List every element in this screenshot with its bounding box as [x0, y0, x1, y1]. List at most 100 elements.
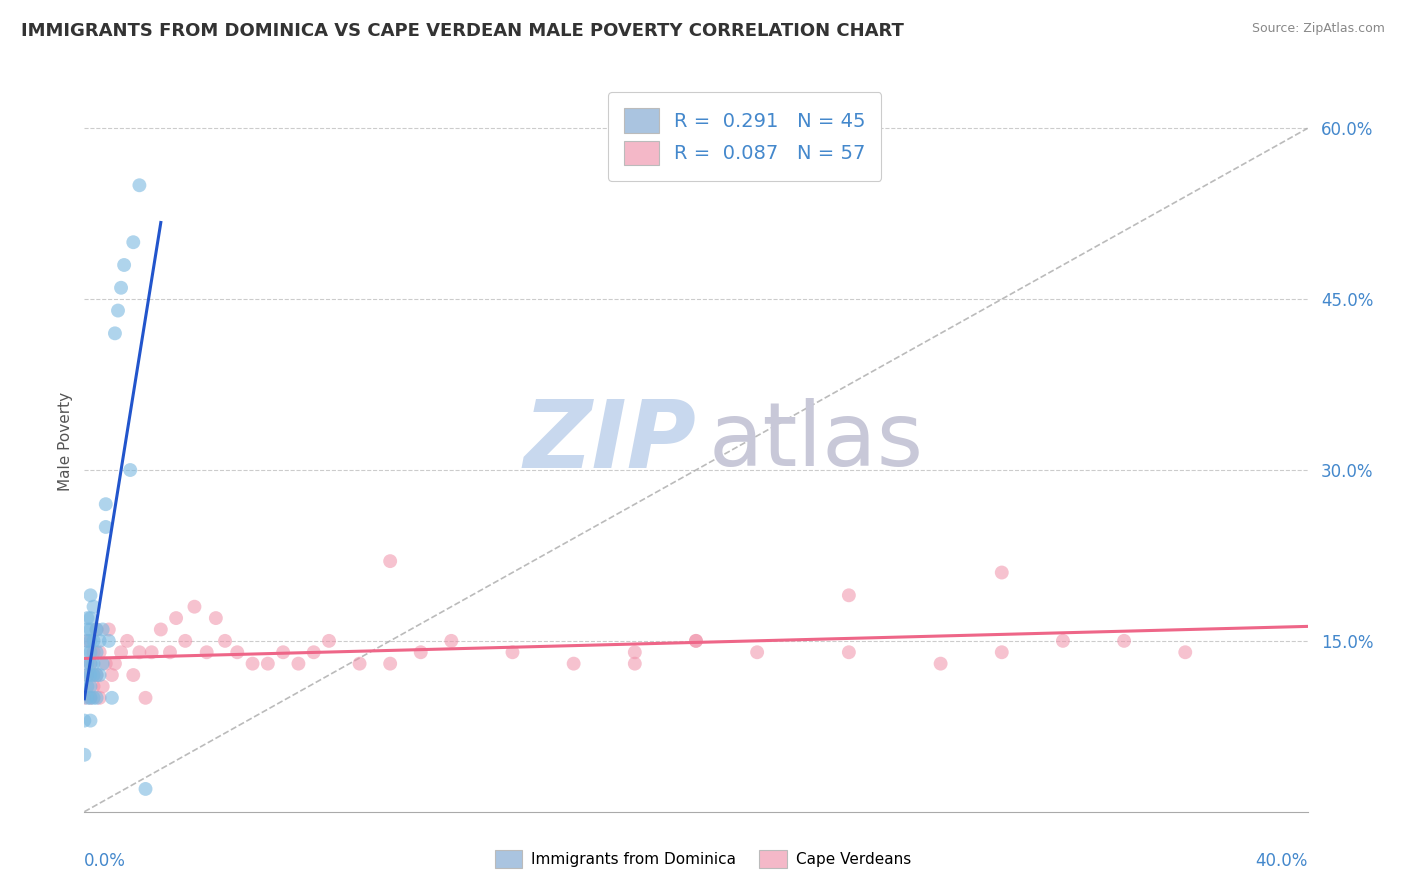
Point [101, 690, 124, 705]
Point [89, 645, 111, 659]
Point [86, 623, 108, 637]
Point [174, 633, 197, 648]
Point [76, 623, 98, 637]
Point [159, 645, 181, 659]
Point [214, 633, 236, 648]
Point [838, 588, 860, 602]
Point [107, 303, 129, 318]
Point [76, 657, 98, 671]
Point [747, 645, 769, 659]
Text: atlas: atlas [709, 398, 924, 485]
Point [122, 668, 145, 682]
Point [94, 520, 117, 534]
Point [91, 657, 114, 671]
Point [86, 690, 108, 705]
Point [76, 680, 98, 694]
Point [128, 178, 150, 193]
Point [79, 657, 101, 671]
Point [86, 623, 108, 637]
Point [89, 633, 111, 648]
Point [165, 611, 187, 625]
Point [79, 714, 101, 728]
Point [104, 657, 127, 671]
Point [409, 645, 432, 659]
Point [86, 668, 108, 682]
Point [991, 645, 1014, 659]
Point [1052, 633, 1074, 648]
Point [122, 235, 145, 250]
Point [562, 657, 585, 671]
Point [89, 668, 111, 682]
Point [440, 633, 463, 648]
Point [101, 668, 124, 682]
Point [135, 781, 157, 796]
Point [929, 657, 952, 671]
Point [76, 611, 98, 625]
Point [991, 566, 1014, 580]
Legend: Immigrants from Dominica, Cape Verdeans: Immigrants from Dominica, Cape Verdeans [489, 844, 917, 873]
Point [110, 281, 132, 295]
Point [79, 668, 101, 682]
Point [380, 554, 402, 568]
Point [86, 645, 108, 659]
Point [287, 657, 309, 671]
Point [83, 599, 105, 614]
Point [183, 599, 205, 614]
Point [97, 623, 120, 637]
Point [110, 645, 132, 659]
Point [624, 657, 647, 671]
Point [91, 680, 114, 694]
Point [226, 645, 249, 659]
Point [83, 668, 105, 682]
Point [135, 690, 157, 705]
Point [380, 657, 402, 671]
Point [79, 633, 101, 648]
Point [94, 497, 117, 511]
Point [79, 690, 101, 705]
Point [318, 633, 340, 648]
Point [141, 645, 163, 659]
Point [128, 645, 150, 659]
Point [83, 690, 105, 705]
Point [83, 657, 105, 671]
Point [120, 463, 142, 477]
Point [1114, 633, 1136, 648]
Point [149, 623, 172, 637]
Text: IMMIGRANTS FROM DOMINICA VS CAPE VERDEAN MALE POVERTY CORRELATION CHART: IMMIGRANTS FROM DOMINICA VS CAPE VERDEAN… [21, 22, 904, 40]
Point [838, 645, 860, 659]
Point [104, 326, 127, 341]
Point [76, 645, 98, 659]
Point [73, 714, 96, 728]
Point [79, 623, 101, 637]
Point [83, 645, 105, 659]
Point [205, 611, 228, 625]
Point [79, 690, 101, 705]
Point [79, 645, 101, 659]
Point [86, 668, 108, 682]
Point [73, 690, 96, 705]
Point [76, 633, 98, 648]
Legend: R =  0.291   N = 45, R =  0.087   N = 57: R = 0.291 N = 45, R = 0.087 N = 57 [609, 92, 882, 181]
Point [271, 645, 294, 659]
Point [79, 657, 101, 671]
Point [112, 258, 135, 272]
Point [685, 633, 707, 648]
Point [685, 633, 707, 648]
Text: Source: ZipAtlas.com: Source: ZipAtlas.com [1251, 22, 1385, 36]
Point [76, 633, 98, 648]
Point [76, 668, 98, 682]
Point [76, 690, 98, 705]
Point [242, 657, 264, 671]
Text: 0.0%: 0.0% [84, 853, 127, 871]
Point [79, 680, 101, 694]
Text: 40.0%: 40.0% [1256, 853, 1308, 871]
Point [79, 588, 101, 602]
Point [502, 645, 524, 659]
Point [257, 657, 280, 671]
Point [195, 645, 218, 659]
Point [79, 611, 101, 625]
Point [89, 690, 111, 705]
Point [83, 633, 105, 648]
Point [83, 680, 105, 694]
Point [97, 633, 120, 648]
